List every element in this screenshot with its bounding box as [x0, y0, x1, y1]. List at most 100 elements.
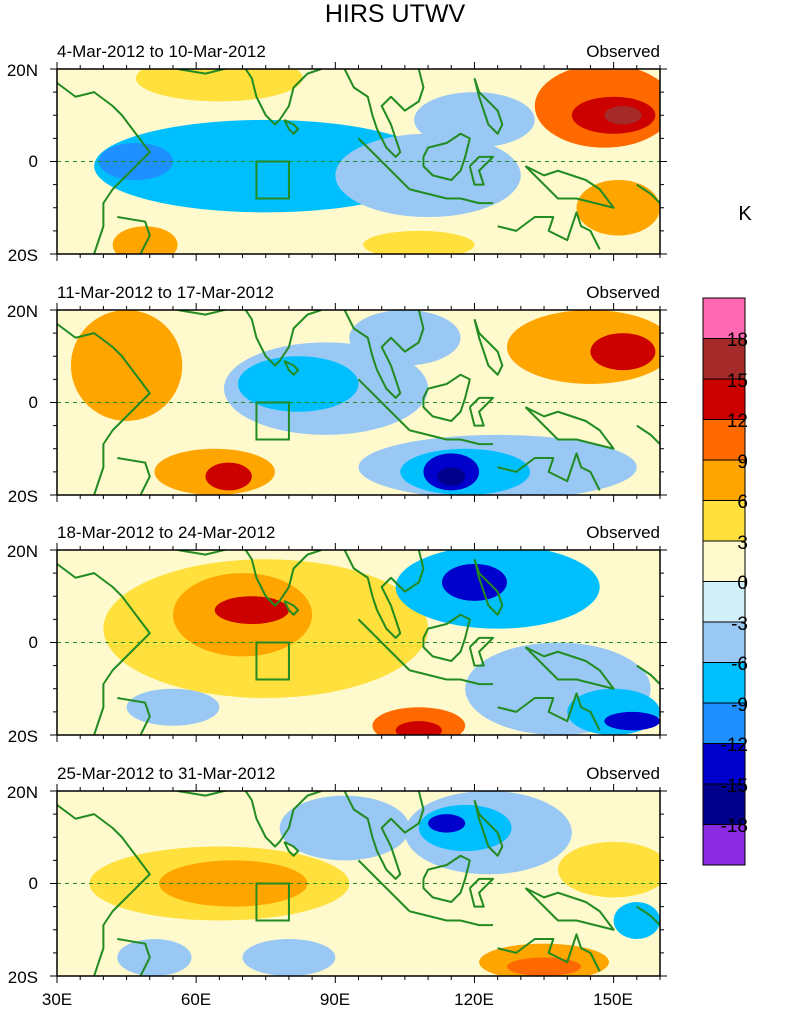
- anomaly-contour: [237, 356, 359, 412]
- coastline: [117, 216, 151, 254]
- colorbar-bin: [702, 338, 746, 380]
- anomaly-contour: [205, 462, 252, 491]
- coastline: [409, 669, 494, 686]
- coastline: [57, 323, 151, 495]
- coastline: [428, 253, 431, 254]
- coastline: [636, 183, 660, 204]
- coastline: [524, 165, 615, 209]
- colorbar-label: 12: [727, 411, 748, 432]
- anomaly-contour: [117, 939, 192, 976]
- coastline: [468, 877, 495, 908]
- coastline: [177, 69, 322, 126]
- colorbar-bin: [702, 297, 746, 339]
- colorbar-label: 15: [727, 371, 748, 392]
- coastline: [468, 396, 495, 427]
- panel-period-label: 18-Mar-2012 to 24-Mar-2012: [57, 523, 275, 542]
- coastline: [283, 359, 300, 376]
- colorbar-label: -9: [731, 695, 748, 716]
- panel-1-field: [57, 69, 660, 254]
- coastline: [177, 791, 322, 848]
- study-region-box: [255, 160, 290, 200]
- y-tick-label: 0: [29, 152, 38, 171]
- colorbar-bin: [702, 500, 746, 542]
- colorbar-label: 3: [737, 533, 748, 554]
- anomaly-contour: [576, 180, 660, 236]
- anomaly-contour: [441, 563, 507, 601]
- anomaly-contour: [214, 596, 289, 624]
- coastline: [422, 132, 471, 181]
- anomaly-contour: [506, 957, 582, 976]
- coastline: [117, 697, 151, 735]
- coastline: [497, 211, 601, 250]
- colorbar-bin: [702, 783, 746, 825]
- panel-3: 18-Mar-2012 to 24-Mar-2012 Observed 20N …: [7, 523, 667, 746]
- coastline: [636, 424, 660, 445]
- anomaly-contour: [437, 467, 466, 486]
- panel-period-label: 25-Mar-2012 to 31-Mar-2012: [57, 764, 275, 783]
- x-tick-label: 150E: [593, 990, 633, 1009]
- panel-2-field: [57, 310, 660, 495]
- panel-1-coastline: [57, 69, 660, 254]
- coastline: [57, 82, 151, 254]
- anomaly-contour: [590, 333, 656, 371]
- colorbar-bin: [702, 702, 746, 744]
- panel-4-axes: [50, 784, 667, 983]
- panel-observed-label: Observed: [586, 283, 660, 302]
- coastline: [636, 664, 660, 685]
- x-tick-label: 120E: [454, 990, 494, 1009]
- coastline: [422, 373, 471, 422]
- coastline: [177, 550, 322, 607]
- coastline: [357, 137, 411, 190]
- y-tick-label: 20N: [7, 302, 38, 321]
- coastline: [473, 558, 504, 616]
- y-tick-label: 20N: [7, 783, 38, 802]
- colorbar-bin: [702, 378, 746, 420]
- coastline: [636, 905, 660, 926]
- anomaly-contour: [349, 310, 461, 366]
- figure-title: HIRS UTWV: [325, 0, 466, 28]
- y-tick-label: 20N: [7, 542, 38, 561]
- coastline: [409, 429, 494, 446]
- coastline: [473, 77, 504, 135]
- panel-observed-label: Observed: [586, 764, 660, 783]
- coastline: [468, 636, 495, 667]
- panel-period-label: 11-Mar-2012 to 17-Mar-2012: [57, 283, 274, 302]
- anomaly-contour: [428, 814, 466, 833]
- colorbar-label: -6: [731, 654, 748, 675]
- colorbar-bin: [702, 662, 746, 704]
- anomaly-contour: [135, 69, 303, 102]
- y-tick-label: 0: [29, 874, 38, 893]
- coastline: [117, 938, 151, 976]
- coastline: [422, 854, 471, 903]
- anomaly-contour: [242, 939, 336, 976]
- coastline: [524, 887, 615, 931]
- coastline: [343, 791, 425, 880]
- study-region-box: [255, 401, 290, 441]
- coastline: [428, 734, 431, 735]
- coastline: [428, 975, 431, 976]
- colorbar-label: -12: [721, 735, 748, 756]
- y-tick-label: 20S: [8, 487, 38, 506]
- panel-3-field: [57, 550, 660, 735]
- anomaly-contour: [335, 133, 521, 217]
- colorbar-bin: [702, 743, 746, 785]
- panel-2-coastline: [57, 310, 660, 495]
- y-tick-label: 20S: [8, 968, 38, 987]
- x-tick-label: 30E: [42, 990, 72, 1009]
- coastline: [343, 310, 425, 399]
- coastline: [357, 378, 411, 431]
- colorbar-bin: [702, 540, 746, 582]
- coastline: [428, 494, 431, 495]
- anomaly-contour: [75, 323, 132, 389]
- colorbar-label: 18: [727, 330, 748, 351]
- panel-2-axes: [50, 303, 667, 502]
- panel-4-coastline: [57, 791, 660, 976]
- coastline: [343, 550, 425, 639]
- anomaly-contour: [363, 230, 475, 254]
- study-region-box: [255, 641, 290, 681]
- coastline: [343, 69, 425, 158]
- colorbar-label: -15: [721, 776, 748, 797]
- panel-1-axes: [50, 62, 667, 261]
- anomaly-contour: [279, 795, 410, 861]
